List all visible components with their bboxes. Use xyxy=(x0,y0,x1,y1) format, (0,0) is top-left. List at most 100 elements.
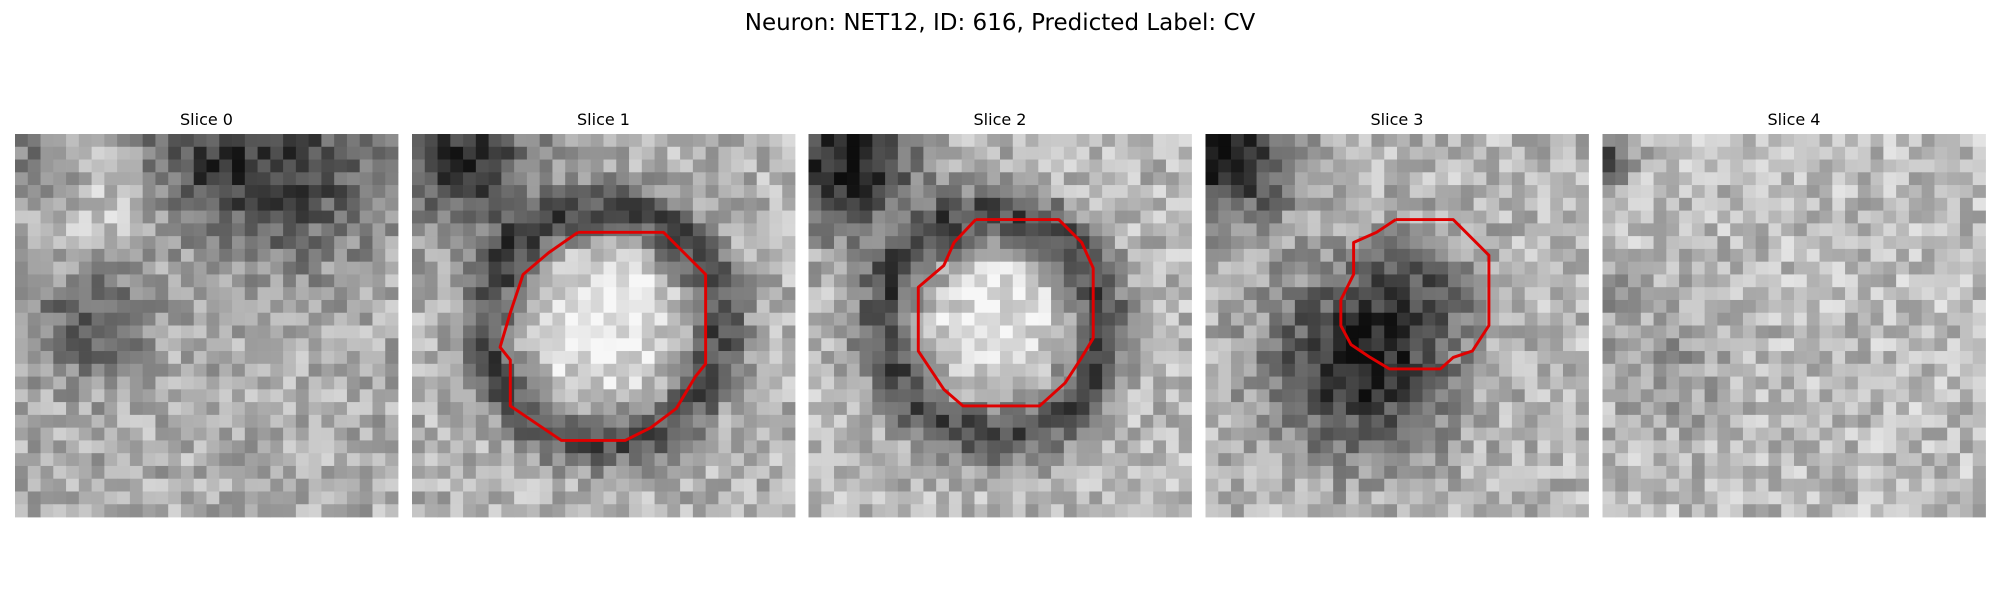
pixel xyxy=(667,363,681,377)
pixel xyxy=(654,287,668,301)
pixel xyxy=(1524,197,1538,211)
pixel xyxy=(514,427,528,441)
pixel xyxy=(859,414,873,429)
pixel xyxy=(936,465,950,480)
pixel xyxy=(1333,248,1347,263)
pixel xyxy=(372,440,386,454)
pixel xyxy=(475,338,489,352)
pixel xyxy=(910,134,924,148)
pixel xyxy=(1602,287,1616,301)
pixel xyxy=(1691,172,1706,186)
pixel xyxy=(321,261,335,275)
pixel xyxy=(974,376,988,390)
pixel xyxy=(1269,172,1283,186)
pixel xyxy=(27,402,41,416)
pixel xyxy=(1012,478,1026,492)
pixel xyxy=(1371,210,1385,224)
pixel xyxy=(1832,325,1846,339)
pixel xyxy=(15,172,29,186)
pixel xyxy=(629,363,643,377)
pixel xyxy=(974,389,988,403)
pixel xyxy=(270,134,284,148)
pixel xyxy=(1063,414,1077,429)
pixel xyxy=(1000,299,1014,314)
pixel xyxy=(1755,261,1769,275)
pixel xyxy=(539,402,553,416)
pixel xyxy=(412,453,426,467)
pixel xyxy=(539,389,553,403)
pixel xyxy=(1231,146,1245,160)
pixel xyxy=(1691,261,1706,275)
pixel xyxy=(1806,402,1820,416)
pixel xyxy=(1755,236,1769,250)
pixel xyxy=(1653,185,1667,199)
pixel xyxy=(692,236,707,250)
pixel xyxy=(1256,465,1270,480)
pixel xyxy=(1218,146,1232,160)
pixel xyxy=(1819,478,1833,492)
pixel xyxy=(1896,414,1910,429)
pixel xyxy=(206,478,220,492)
pixel xyxy=(1870,312,1884,326)
pixel xyxy=(1307,376,1321,390)
pixel xyxy=(66,172,80,186)
pixel xyxy=(514,414,528,429)
pixel xyxy=(1127,478,1141,492)
pixel xyxy=(936,134,950,148)
pixel xyxy=(1307,261,1321,275)
pixel xyxy=(488,172,502,186)
pixel xyxy=(756,491,770,505)
pixel xyxy=(1397,325,1411,339)
pixel xyxy=(1012,325,1026,339)
pixel xyxy=(885,185,899,199)
pixel xyxy=(1883,172,1897,186)
pixel xyxy=(1781,146,1795,160)
pixel xyxy=(1704,134,1718,148)
pixel xyxy=(1243,465,1257,480)
pixel xyxy=(15,351,29,365)
pixel xyxy=(1691,134,1706,148)
pixel xyxy=(782,274,796,288)
pixel xyxy=(15,414,29,429)
pixel xyxy=(769,261,783,275)
pixel xyxy=(1473,223,1487,237)
pixel xyxy=(219,134,233,148)
pixel xyxy=(142,210,156,224)
pixel xyxy=(372,351,386,365)
pixel xyxy=(1934,159,1948,173)
pixel xyxy=(859,312,873,326)
pixel xyxy=(1205,134,1219,148)
pixel xyxy=(219,363,233,377)
pixel xyxy=(1832,376,1846,390)
pixel xyxy=(1870,223,1884,237)
pixel xyxy=(257,172,271,186)
pixel xyxy=(1165,274,1180,288)
pixel xyxy=(1448,312,1462,326)
pixel xyxy=(346,134,361,148)
pixel xyxy=(641,261,655,275)
pixel xyxy=(244,312,258,326)
pixel xyxy=(424,159,438,173)
pixel xyxy=(1448,134,1462,148)
pixel xyxy=(756,197,770,211)
pixel xyxy=(821,236,835,250)
pixel xyxy=(1448,440,1462,454)
pixel xyxy=(1397,440,1411,454)
pixel xyxy=(91,389,105,403)
pixel xyxy=(1178,197,1192,211)
pixel xyxy=(385,236,399,250)
pixel xyxy=(974,134,988,148)
pixel xyxy=(1562,402,1577,416)
pixel xyxy=(53,427,67,441)
pixel xyxy=(1934,274,1948,288)
pixel xyxy=(168,299,182,314)
pixel xyxy=(782,146,796,160)
pixel xyxy=(872,172,886,186)
pixel xyxy=(1153,453,1167,467)
pixel xyxy=(1089,248,1103,263)
pixel xyxy=(78,338,92,352)
pixel xyxy=(1448,197,1462,211)
pixel xyxy=(334,197,348,211)
pixel xyxy=(846,453,860,467)
pixel xyxy=(193,236,207,250)
